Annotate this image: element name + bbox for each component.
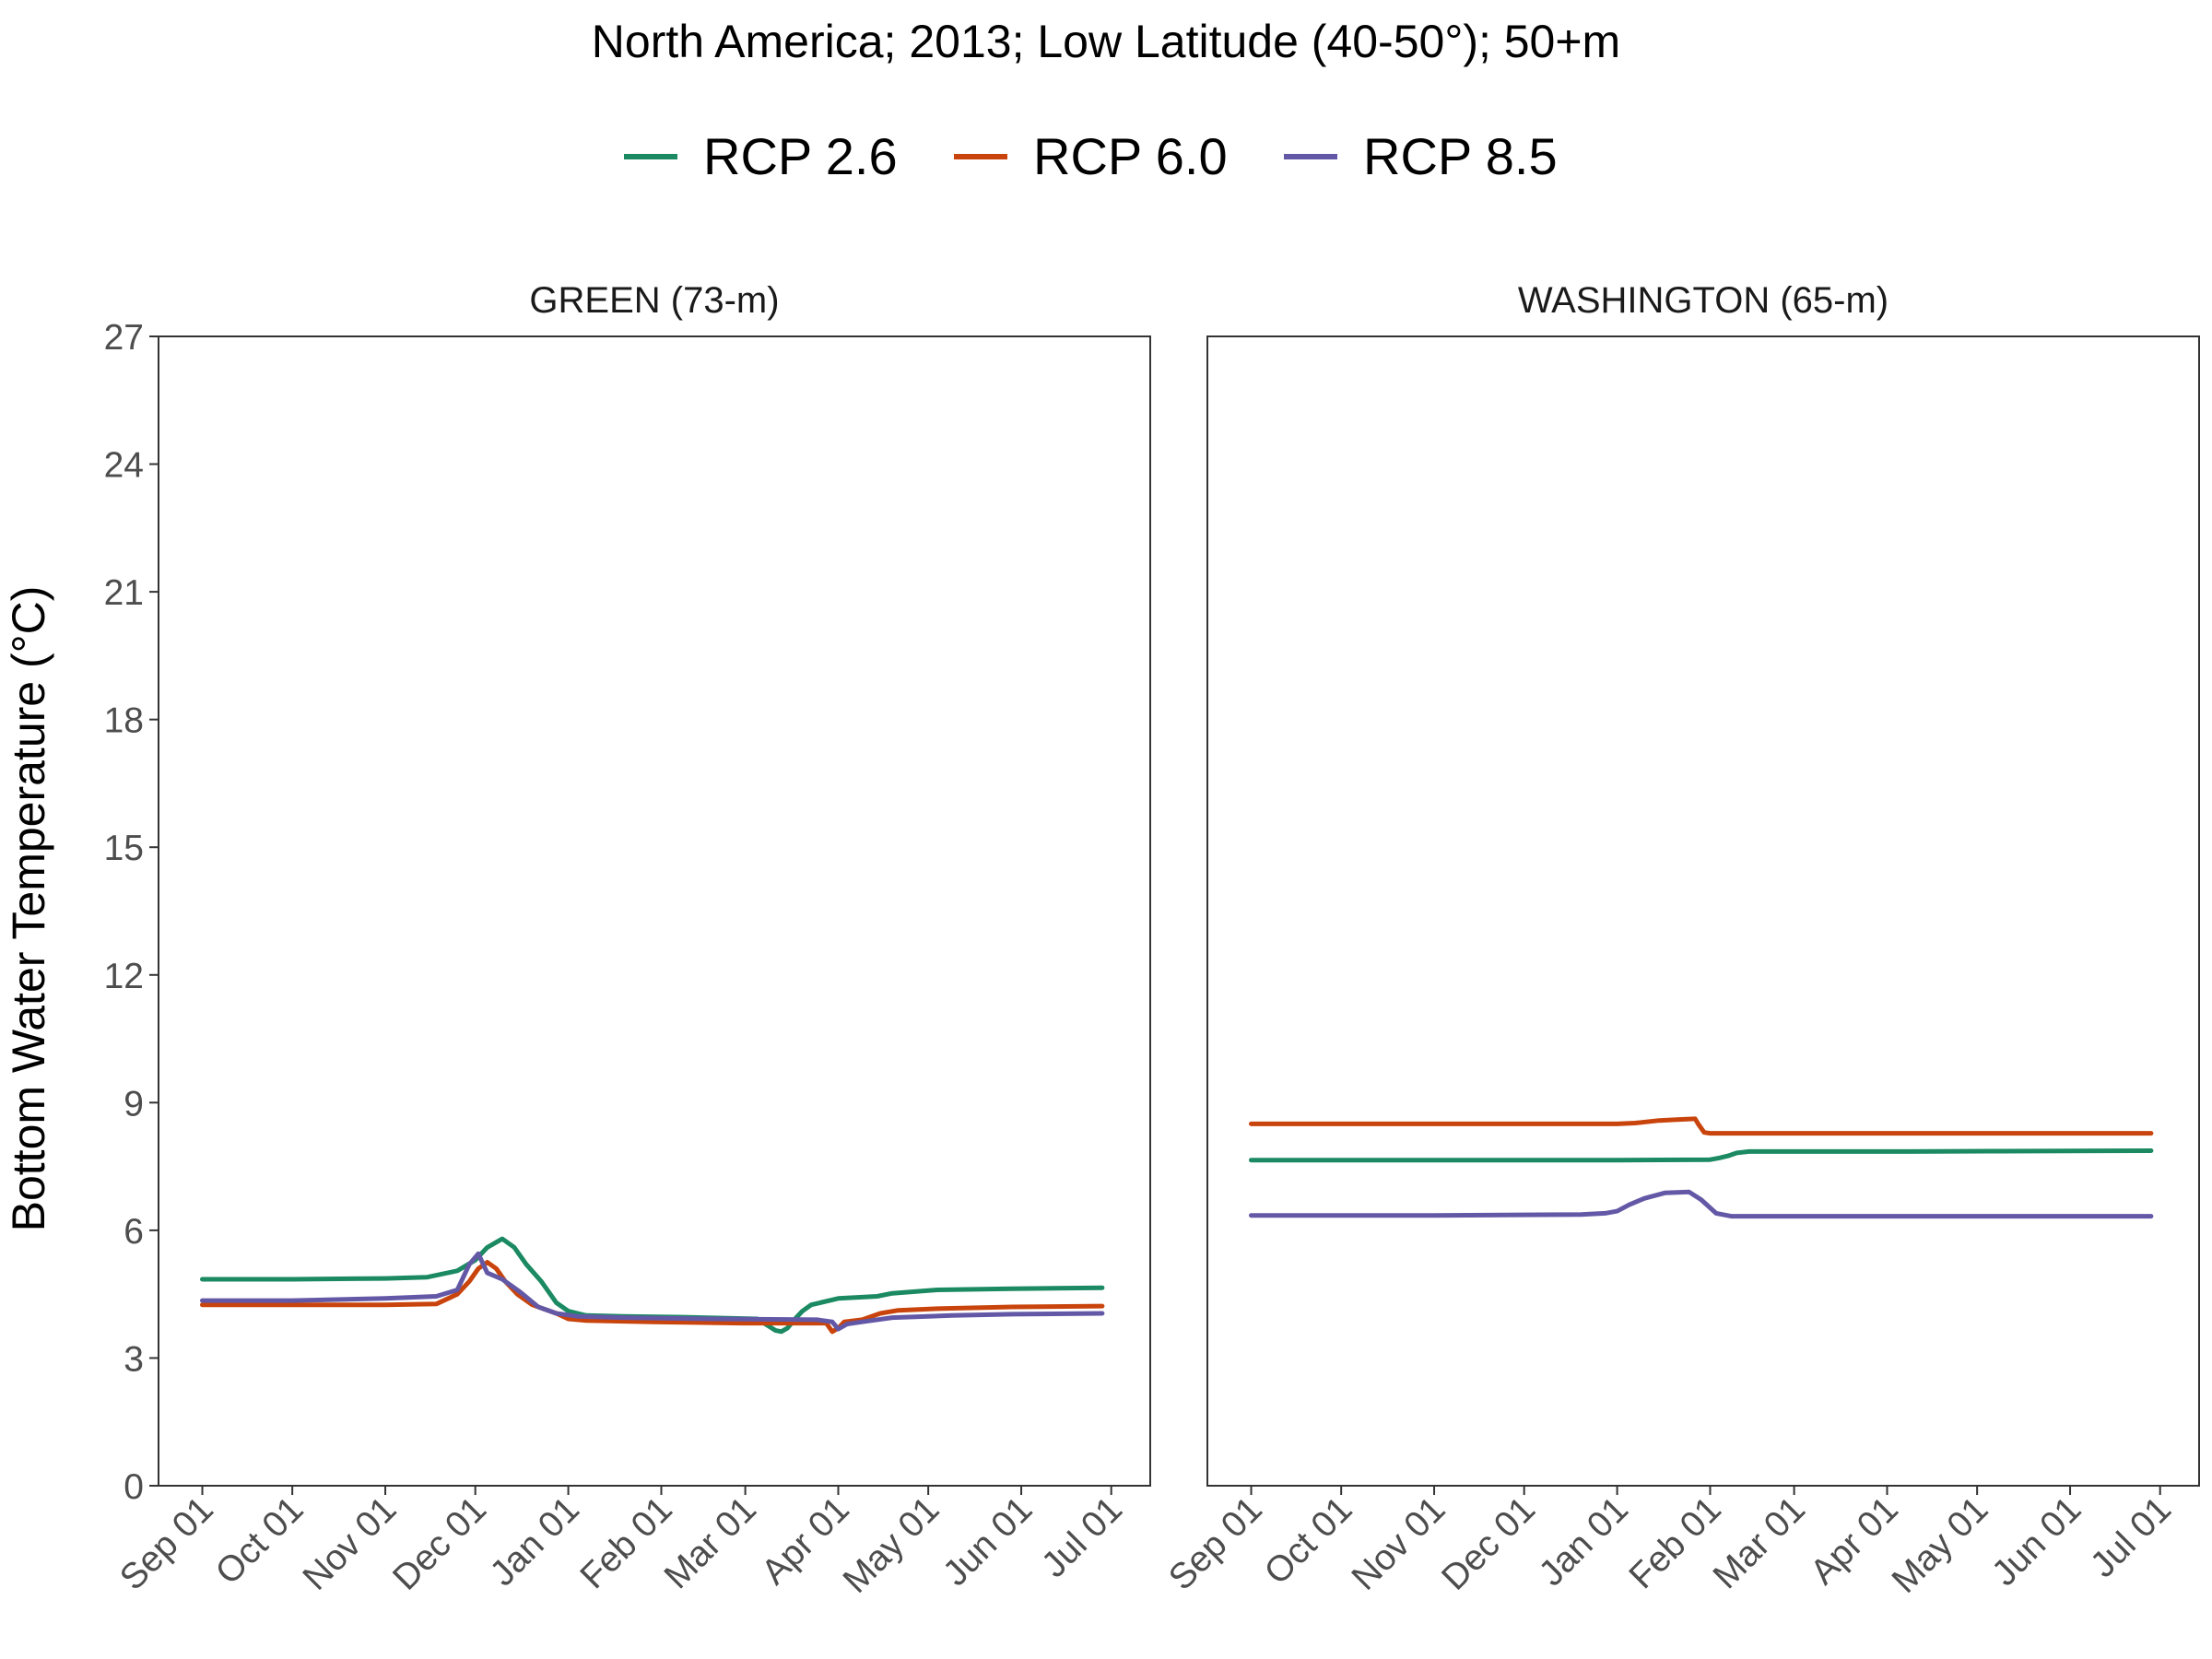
legend-label: RCP 8.5 (1363, 127, 1558, 185)
panel-border (158, 335, 1151, 1487)
legend-item: RCP 2.6 (624, 127, 898, 185)
series-line-rcp-2-6 (1249, 1148, 2154, 1163)
y-tick-label: 0 (124, 1467, 144, 1507)
y-tick-label: 24 (104, 446, 144, 486)
y-tick-label: 27 (104, 318, 144, 358)
series-line-rcp-8-5 (200, 1251, 1105, 1332)
series-line-rcp-6-0 (1249, 1116, 2154, 1136)
y-tick-label: 3 (124, 1339, 144, 1379)
y-axis-label: Bottom Water Temperature (°C) (3, 586, 54, 1232)
y-tick-label: 18 (104, 701, 144, 741)
chart-title: North America; 2013; Low Latitude (40-50… (592, 16, 1620, 67)
legend-item: RCP 8.5 (1284, 127, 1558, 185)
y-tick-label: 15 (104, 829, 144, 868)
legend: RCP 2.6 RCP 6.0 RCP 8.5 (624, 127, 1558, 185)
series-line-rcp-8-5 (1249, 1189, 2154, 1219)
y-tick-label: 9 (124, 1084, 144, 1124)
series-line-rcp-6-0 (200, 1260, 1105, 1335)
legend-item: RCP 6.0 (954, 127, 1228, 185)
y-tick-label: 12 (104, 957, 144, 996)
y-tick-label: 6 (124, 1212, 144, 1252)
legend-label: RCP 6.0 (1033, 127, 1228, 185)
legend-label: RCP 2.6 (703, 127, 898, 185)
y-tick-label: 21 (104, 573, 144, 613)
panel-title: GREEN (73-m) (529, 280, 779, 321)
panel-title: WASHINGTON (65-m) (1518, 280, 1888, 321)
panel-border (1206, 335, 2200, 1487)
